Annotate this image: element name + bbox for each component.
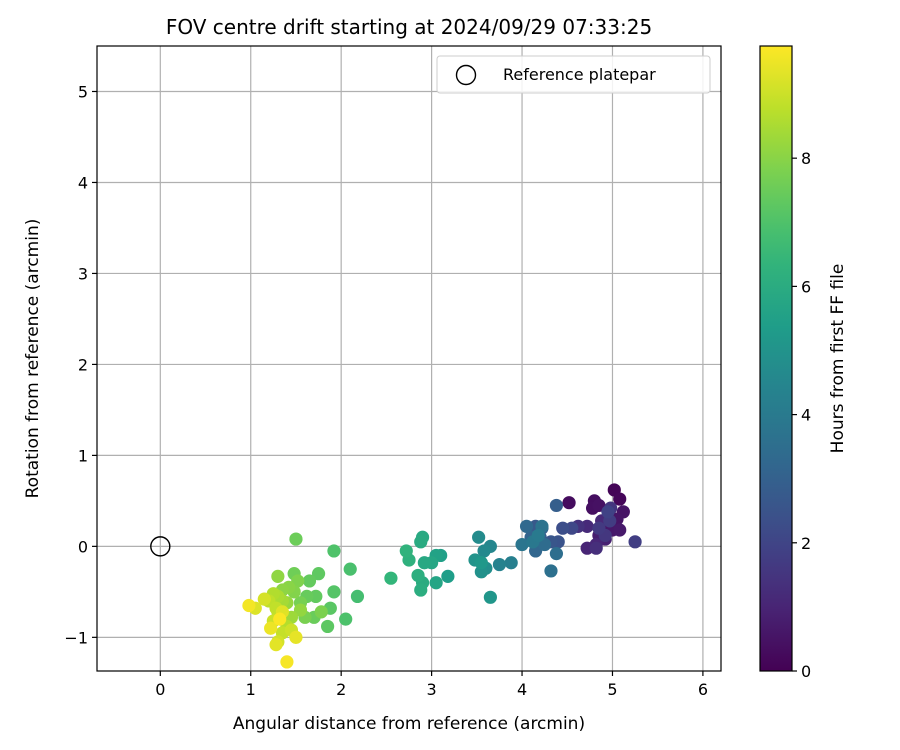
legend-box [436, 55, 711, 94]
data-point [519, 519, 534, 533]
data-point [474, 556, 488, 570]
data-point [441, 569, 455, 583]
grid [97, 46, 721, 671]
y-tick-label: 3 [78, 264, 88, 283]
data-point [544, 564, 558, 578]
data-point [556, 521, 570, 535]
legend-entry-reference: Reference platepar [503, 65, 656, 84]
data-point [302, 574, 317, 588]
data-point [414, 535, 428, 549]
y-tick-label: 4 [78, 173, 88, 192]
data-point [289, 532, 303, 546]
data-point [549, 498, 564, 513]
data-point [580, 519, 594, 533]
data-point [327, 585, 341, 599]
colorbar-tick-label: 8 [801, 149, 811, 168]
x-tick-label: 5 [607, 680, 617, 699]
colorbar-tick-label: 6 [801, 277, 811, 296]
y-axis: −1 0 1 2 3 4 5 [64, 82, 97, 647]
data-point [411, 568, 425, 583]
data-point [339, 612, 353, 626]
chart-title: FOV centre drift starting at 2024/09/29 … [166, 15, 652, 39]
data-point [565, 521, 579, 535]
y-tick-label: −1 [64, 628, 88, 647]
x-tick-label: 2 [336, 680, 346, 699]
data-point [417, 556, 431, 570]
colorbar: 0 2 4 6 8 Hours from first FF file [759, 45, 848, 681]
x-tick-label: 3 [427, 680, 437, 699]
data-point [477, 544, 491, 558]
x-axis-label: Angular distance from reference (arcmin) [233, 714, 585, 734]
data-point [321, 619, 335, 634]
data-point [601, 505, 615, 519]
x-tick-label: 4 [517, 680, 527, 699]
colorbar-frame [759, 45, 793, 672]
data-point [269, 638, 283, 652]
y-axis-label: Rotation from reference (arcmin) [23, 219, 43, 499]
legend: Reference platepar [436, 55, 711, 94]
data-point [280, 655, 294, 669]
colorbar-tick-label: 2 [801, 534, 811, 553]
data-points [242, 483, 642, 669]
colorbar-tick-label: 4 [801, 406, 811, 425]
data-point [384, 571, 398, 585]
data-point [289, 630, 303, 644]
y-tick-label: 0 [78, 537, 88, 556]
x-axis: 0 1 2 3 4 5 6 [155, 671, 708, 699]
data-point [562, 496, 576, 510]
data-point [264, 621, 278, 635]
data-point [271, 569, 285, 583]
data-point [589, 541, 603, 555]
data-point [492, 557, 507, 572]
data-point [311, 567, 326, 581]
x-tick-label: 0 [155, 680, 165, 699]
x-tick-label: 6 [698, 680, 708, 699]
data-point [293, 603, 308, 617]
data-point [504, 556, 518, 570]
data-point [531, 528, 545, 543]
colorbar-label: Hours from first FF file [828, 264, 848, 454]
data-point [399, 544, 413, 558]
y-tick-label: 1 [78, 446, 88, 465]
plot-frame [96, 45, 722, 672]
y-tick-label: 5 [78, 82, 88, 101]
data-point [628, 535, 642, 549]
data-point [257, 592, 271, 606]
data-point [350, 589, 365, 604]
data-point [483, 590, 497, 604]
data-point [472, 530, 486, 544]
data-point [474, 565, 488, 579]
data-point [549, 547, 564, 561]
data-point [327, 544, 341, 558]
colorbar-gradient [760, 46, 792, 671]
reference-marker [150, 536, 171, 557]
legend-reference-marker [455, 64, 477, 86]
colorbar-tick-label: 0 [801, 662, 811, 681]
data-point [309, 589, 323, 604]
data-point [314, 605, 328, 619]
data-point [273, 612, 287, 626]
data-point [242, 598, 256, 613]
colorbar-ticks: 0 2 4 6 8 [792, 149, 811, 681]
data-point [429, 576, 443, 590]
x-tick-label: 1 [246, 680, 256, 699]
data-point [613, 492, 627, 506]
data-point [613, 523, 627, 537]
data-point [414, 583, 428, 597]
data-point [343, 562, 357, 576]
data-point [592, 521, 606, 535]
y-tick-label: 2 [78, 355, 88, 374]
data-point [515, 537, 529, 552]
